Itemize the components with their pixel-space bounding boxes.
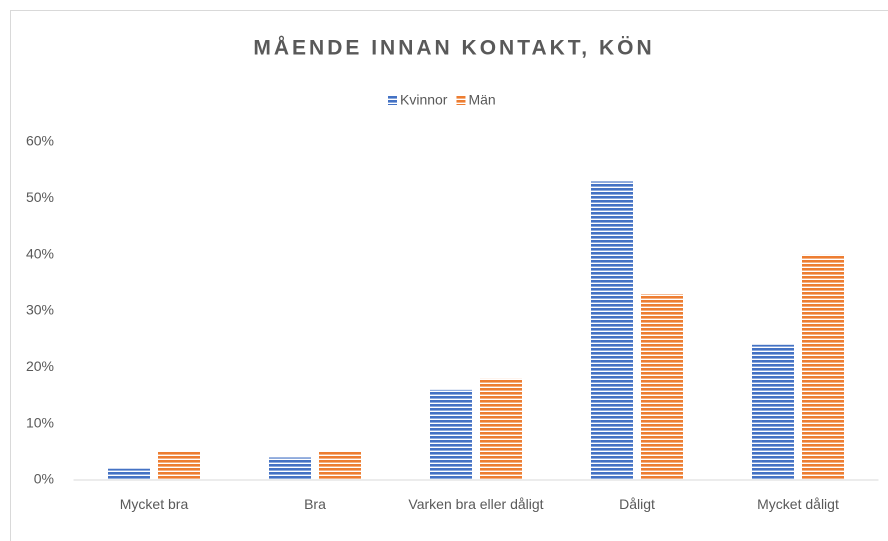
y-tick-label: 50% (26, 189, 54, 205)
legend-label: Män (468, 92, 495, 108)
bar (752, 344, 794, 480)
x-tick-label: Mycket bra (119, 496, 189, 512)
legend-swatch (456, 96, 466, 105)
x-tick-label: Dåligt (619, 496, 655, 512)
bar (641, 294, 683, 480)
legend-label: Kvinnor (400, 92, 448, 108)
bar (430, 389, 472, 480)
chart-title: MÅENDE INNAN KONTAKT, KÖN (253, 36, 654, 60)
bar (158, 451, 200, 480)
x-tick-label: Mycket dåligt (757, 496, 839, 512)
x-tick-label: Bra (304, 496, 326, 512)
bar (269, 457, 311, 480)
y-tick-label: 30% (26, 302, 54, 318)
bar (108, 468, 150, 480)
y-tick-label: 60% (26, 133, 54, 149)
bar (480, 378, 522, 480)
y-tick-label: 40% (26, 245, 54, 261)
bar (802, 254, 844, 480)
y-tick-label: 10% (26, 414, 54, 430)
bar (319, 451, 361, 480)
y-tick-label: 0% (34, 471, 54, 487)
x-tick-label: Varken bra eller dåligt (408, 496, 544, 512)
legend-swatch (388, 96, 397, 105)
bar (591, 181, 633, 480)
y-tick-label: 20% (26, 358, 54, 374)
